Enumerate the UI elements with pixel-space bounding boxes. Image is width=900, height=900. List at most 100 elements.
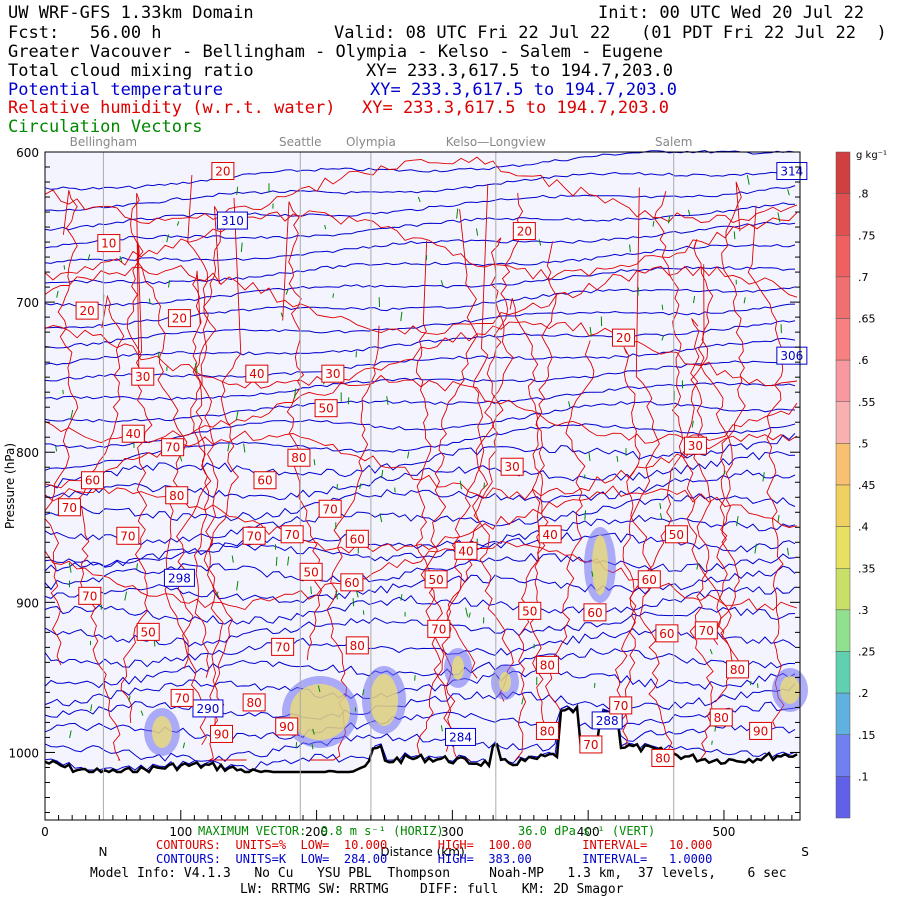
vector-arrow [240, 242, 243, 252]
x-tick-label: 100 [169, 825, 192, 839]
colorbar-swatch [835, 734, 851, 777]
rh-label-box [749, 721, 773, 740]
vector-arrow [667, 215, 671, 224]
y-tick-label: 800 [16, 446, 39, 460]
rh-line [711, 181, 746, 646]
vector-arrow [236, 186, 239, 195]
vector-arrow [786, 547, 790, 556]
region-label: Greater Vacouver - Bellingham - Olympia … [8, 42, 664, 62]
vector-arrow [417, 196, 421, 203]
vector-arrow [456, 208, 459, 219]
vector-arrow [661, 334, 665, 341]
rh-label: 70 [246, 529, 261, 543]
vector-arrow [355, 590, 359, 598]
vector-arrow [243, 443, 246, 453]
vector-arrow [275, 556, 278, 566]
vector-arrow [787, 189, 790, 196]
colorbar-swatch [835, 193, 851, 236]
init-time: Init: 00 UTC Wed 20 Jul 22 [598, 3, 865, 23]
rh-label: 70 [284, 528, 299, 542]
vector-arrow [227, 443, 230, 452]
vector-arrow [312, 728, 315, 735]
colorbar-label: .55 [858, 396, 876, 409]
vector-arrow [691, 420, 694, 428]
rh-line [420, 209, 478, 752]
cloud-core [452, 656, 464, 680]
field-rh-xy: XY= 233.3,617.5 to 194.7,203.0 [362, 98, 670, 118]
vector-arrow [381, 470, 384, 479]
rh-label-box [424, 570, 448, 589]
rh-line [310, 325, 380, 761]
vector-arrow [379, 513, 383, 523]
rh-label-box [726, 660, 750, 679]
rh-label-box [211, 162, 235, 181]
rh-label: 80 [730, 663, 745, 677]
cloud-core [290, 684, 350, 740]
rh-label-box [683, 436, 707, 455]
colorbar-label: .25 [858, 646, 876, 659]
vector-arrow [324, 224, 327, 230]
rh-label-box [609, 696, 633, 715]
rh-label: 80 [169, 489, 184, 503]
rh-line [44, 190, 79, 666]
theta-contour-info: CONTOURS: UNITS=K LOW= 284.00 HIGH= 383.… [156, 852, 713, 866]
vector-arrow [168, 280, 171, 288]
rh-label-box [694, 621, 718, 640]
rh-label-box [340, 573, 364, 592]
cloud-core [152, 716, 172, 748]
rh-label: 30 [688, 439, 703, 453]
rh-label-box [121, 424, 145, 443]
vector-arrow [692, 296, 696, 304]
rh-line [120, 241, 153, 724]
rh-label: 50 [522, 604, 537, 618]
theta-label: 310 [221, 214, 244, 228]
vector-arrow [475, 228, 479, 236]
colorbar-swatch [835, 609, 851, 652]
rh-label: 80 [540, 658, 555, 672]
vector-arrow [629, 244, 631, 253]
rh-label: 80 [655, 751, 670, 765]
vector-arrow [652, 220, 655, 227]
rh-label-box [651, 748, 675, 767]
x-axis-label: Distance (km) [380, 845, 464, 859]
rh-label-box [314, 399, 338, 418]
rh-label-box [709, 708, 733, 727]
colorbar-label: .6 [858, 354, 869, 367]
colorbar-label: .2 [858, 687, 869, 700]
vector-arrow [568, 401, 571, 408]
vector-arrow [166, 234, 170, 243]
theta-line [44, 243, 796, 285]
colorbar-label: .4 [858, 521, 869, 534]
rh-label-box [275, 717, 299, 736]
rh-label: 60 [257, 474, 272, 488]
rh-label: 70 [431, 622, 446, 636]
theta-line [44, 149, 796, 191]
rh-label: 20 [172, 312, 187, 326]
circulation-vectors [55, 175, 790, 750]
model-info: Model Info: V4.1.3 No Cu YSU PBL Thompso… [90, 866, 787, 881]
colorbar-label: .45 [858, 479, 876, 492]
vector-arrow [440, 725, 443, 732]
rh-label: 60 [642, 573, 657, 587]
rh-label-box [299, 562, 323, 581]
vector-arrow [280, 312, 283, 317]
vector-arrow [521, 697, 524, 705]
vector-arrow [709, 649, 713, 655]
rh-label: 20 [215, 165, 230, 179]
rh-label-box [321, 364, 345, 383]
rh-line [76, 294, 125, 761]
rh-label-box [655, 624, 679, 643]
city-label: Salem [655, 135, 692, 149]
theta-label: 298 [168, 571, 191, 585]
rh-label-box [538, 525, 562, 544]
rh-label-box [454, 541, 478, 560]
colorbar-swatch [835, 484, 851, 527]
y-axis-label: Pressure (hPa) [3, 443, 17, 529]
rh-label: 20 [517, 225, 532, 239]
vector-arrow [182, 742, 186, 749]
theta-line [44, 303, 796, 349]
vector-arrow [87, 254, 91, 261]
colorbar-label: .15 [858, 729, 876, 742]
rh-label: 30 [135, 370, 150, 384]
colorbar-swatch [835, 692, 851, 735]
